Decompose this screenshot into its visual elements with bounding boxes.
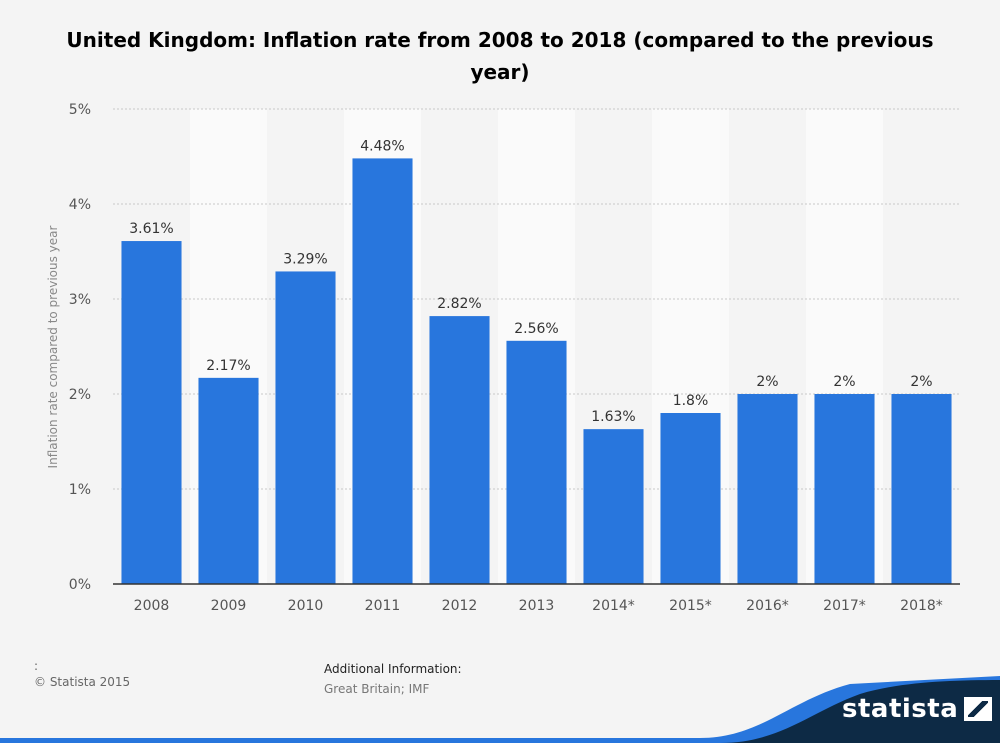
bar-2015*[interactable] bbox=[660, 413, 721, 584]
bar-2014*[interactable] bbox=[583, 429, 644, 584]
data-label: 2.17% bbox=[206, 358, 250, 374]
bar-2009[interactable] bbox=[198, 377, 259, 584]
additional-information-text: Great Britain; IMF bbox=[324, 682, 430, 696]
x-tick-label: 2011 bbox=[365, 598, 401, 614]
data-labels: 3.61% 2.17% 3.29% 4.48% 2.82% 2.56% 1.63% 1.8% 2… bbox=[129, 138, 932, 425]
x-tick-label: 2016* bbox=[746, 598, 789, 614]
bar-2016*[interactable] bbox=[737, 394, 798, 584]
data-label: 2.56% bbox=[514, 321, 558, 337]
bar-2013[interactable] bbox=[506, 340, 567, 584]
data-label: 1.63% bbox=[591, 409, 635, 425]
bar-2011[interactable] bbox=[352, 158, 413, 584]
data-label: 3.29% bbox=[283, 251, 327, 267]
y-tick-label: 5% bbox=[69, 102, 91, 118]
brand-wave bbox=[720, 680, 1000, 743]
statista-logo[interactable]: statista bbox=[842, 694, 993, 724]
bar-2008[interactable] bbox=[121, 241, 182, 585]
y-axis-label: Inflation rate compared to previous year bbox=[46, 225, 60, 468]
x-tick-label: 2012 bbox=[442, 598, 478, 614]
bars bbox=[121, 158, 952, 585]
x-tick-label: 2014* bbox=[592, 598, 635, 614]
y-tick-label: 2% bbox=[69, 387, 91, 403]
x-tick-label: 2008 bbox=[134, 598, 170, 614]
copyright-text: © Statista 2015 bbox=[34, 675, 131, 689]
bar-2012[interactable] bbox=[429, 316, 490, 584]
y-tick-label: 3% bbox=[69, 292, 91, 308]
data-label: 2% bbox=[910, 374, 932, 390]
x-tick-label: 2015* bbox=[669, 598, 712, 614]
y-axis-ticks: 0% 1% 2% 3% 4% 5% bbox=[69, 102, 91, 593]
data-label: 1.8% bbox=[673, 393, 709, 409]
data-label: 2.82% bbox=[437, 296, 481, 312]
bar-2018*[interactable] bbox=[891, 394, 952, 584]
x-axis-ticks: 2008 2009 2010 2011 2012 2013 2014* 2015* 2016* 2… bbox=[134, 598, 943, 614]
x-tick-label: 2013 bbox=[519, 598, 555, 614]
additional-information-title: Additional Information: bbox=[324, 662, 462, 676]
data-label: 2% bbox=[756, 374, 778, 390]
footer-source: : © Statista 2015 bbox=[34, 658, 130, 690]
data-label: 4.48% bbox=[360, 138, 404, 154]
chart-title: United Kingdom: Inflation rate from 2008… bbox=[66, 28, 934, 84]
bar-2017*[interactable] bbox=[814, 394, 875, 584]
additional-information: Additional Information: Great Britain; I… bbox=[324, 659, 462, 699]
y-tick-label: 4% bbox=[69, 197, 91, 213]
x-tick-label: 2018* bbox=[900, 598, 943, 614]
data-label: 3.61% bbox=[129, 221, 173, 237]
statista-logo-icon bbox=[964, 697, 993, 721]
data-label: 2% bbox=[833, 374, 855, 390]
x-tick-label: 2017* bbox=[823, 598, 866, 614]
footer-colon: : bbox=[34, 659, 39, 673]
x-tick-label: 2009 bbox=[211, 598, 247, 614]
statista-logo-text: statista bbox=[842, 694, 959, 724]
y-tick-label: 1% bbox=[69, 482, 91, 498]
x-tick-label: 2010 bbox=[288, 598, 324, 614]
y-tick-label: 0% bbox=[69, 577, 91, 593]
bar-2010[interactable] bbox=[275, 271, 336, 584]
